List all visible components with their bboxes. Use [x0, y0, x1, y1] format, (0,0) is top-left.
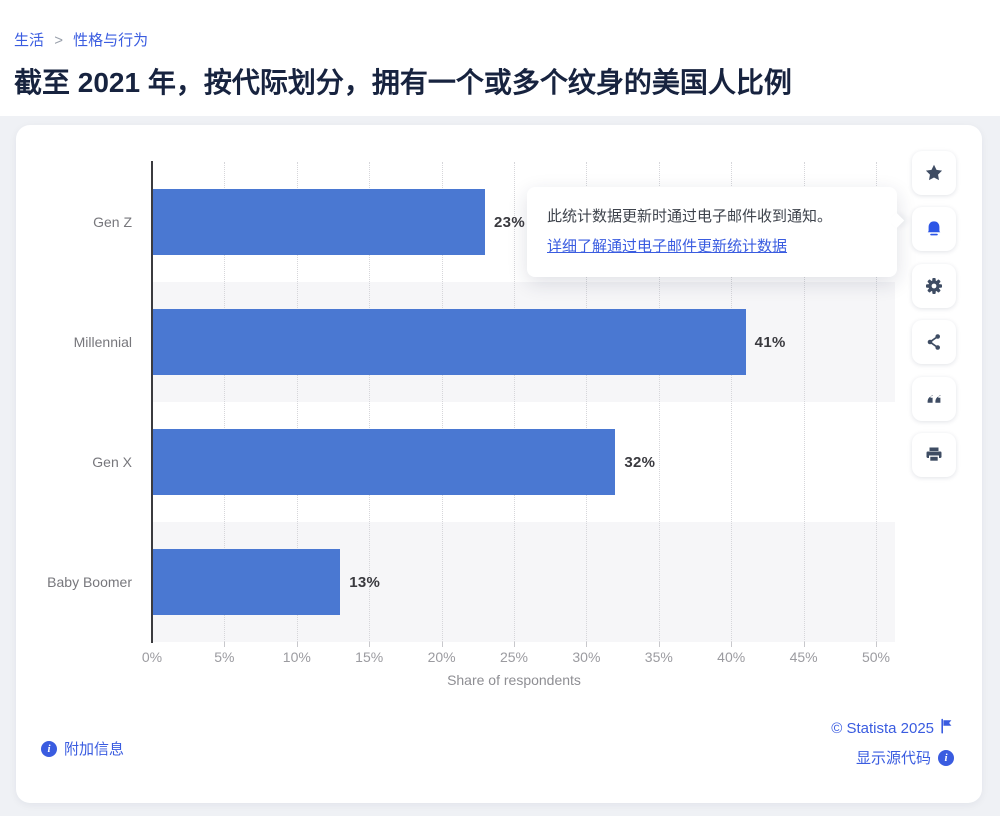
x-tick-label: 25%: [499, 649, 529, 665]
bar-millennial[interactable]: [152, 309, 746, 375]
show-source-label: 显示源代码: [855, 750, 931, 767]
x-tick-label: 20%: [427, 649, 456, 665]
quote-icon: [924, 389, 944, 409]
gridline: [876, 162, 877, 642]
copyright-label: © Statista 2025: [831, 719, 934, 737]
tooltip-arrow: [888, 212, 905, 229]
favorite-button[interactable]: [912, 151, 956, 195]
page-title: 截至 2021 年，按代际划分，拥有一个或多个纹身的美国人比例: [14, 67, 792, 98]
axis-tickmark: [658, 642, 660, 647]
x-tick-label: 5%: [214, 649, 235, 665]
x-tick-label: 0%: [141, 649, 163, 665]
gear-icon: [924, 276, 944, 296]
statistic-card: 23% 41% 32% 13% Gen Z Millennial Gen X Baby Bo…: [16, 125, 982, 803]
bar-gen-z[interactable]: [152, 189, 486, 255]
axis-tickmark: [441, 642, 443, 647]
y-axis-line: [151, 161, 153, 643]
category-label: Gen X: [92, 454, 132, 470]
gridline: [586, 162, 588, 642]
breadcrumb: 生活 > 性格与行为: [14, 32, 984, 50]
axis-tickmark: [514, 642, 515, 647]
share-icon: [924, 332, 944, 352]
statista-copyright-link[interactable]: © Statista 2025: [831, 718, 954, 738]
content-section: 23% 41% 32% 13% Gen Z Millennial Gen X Baby Bo…: [0, 116, 1000, 816]
axis-tickmark: [296, 642, 298, 647]
bar-value-label: 32%: [624, 453, 656, 471]
bar-value-label: 13%: [349, 573, 381, 591]
tooltip-text: 此统计数据更新时通过电子邮件收到通知。: [547, 208, 833, 225]
breadcrumb-link-life[interactable]: 生活: [14, 32, 45, 49]
x-tick-label: 50%: [861, 649, 891, 665]
category-axis: Gen Z Millennial Gen X Baby Boomer: [16, 162, 142, 642]
axis-tickmark: [876, 642, 877, 647]
show-source-link[interactable]: 显示源代码 i: [856, 747, 954, 768]
x-tick-label: 15%: [355, 649, 384, 665]
share-button[interactable]: [912, 320, 956, 364]
x-tick-label: 30%: [572, 649, 601, 665]
bar-gen-x[interactable]: [152, 429, 616, 495]
notification-bell-button[interactable]: [912, 207, 956, 251]
info-icon: i: [41, 740, 57, 757]
gridline: [224, 162, 226, 642]
flag-icon: [939, 718, 954, 738]
bell-icon: [924, 219, 944, 239]
print-button[interactable]: [912, 433, 956, 477]
axis-tickmark: [731, 642, 733, 647]
star-icon: [924, 163, 944, 183]
gridline: [514, 162, 515, 642]
gridline: [803, 162, 805, 642]
x-axis-ticks: 0% 5% 10% 15% 20% 25% 30% 35% 40% 45% 50%: [142, 649, 895, 667]
x-tick-label: 45%: [789, 649, 818, 665]
axis-tickmark: [224, 642, 226, 647]
settings-button[interactable]: [912, 264, 956, 308]
gridline: [441, 162, 443, 642]
tooltip-learn-more-link[interactable]: 详细了解通过电子邮件更新统计数据: [547, 238, 788, 255]
breadcrumb-link-personality[interactable]: 性格与行为: [73, 32, 149, 49]
bar-value-label: 41%: [754, 333, 786, 351]
category-label: Baby Boomer: [47, 574, 132, 590]
additional-info-label: 附加信息: [64, 741, 125, 758]
bar-baby-boomer[interactable]: [152, 549, 341, 615]
axis-tickmark: [586, 642, 588, 647]
gridline: [731, 162, 733, 642]
info-icon: i: [938, 749, 954, 766]
chart-plot-area: 23% 41% 32% 13%: [152, 162, 895, 647]
x-tick-label: 40%: [717, 649, 746, 665]
x-tick-label: 35%: [644, 649, 673, 665]
cite-button[interactable]: [912, 377, 956, 421]
printer-icon: [924, 445, 944, 465]
category-label: Millennial: [73, 334, 132, 350]
gridline: [296, 162, 298, 642]
notification-tooltip: 此统计数据更新时通过电子邮件收到通知。 详细了解通过电子邮件更新统计数据: [527, 187, 905, 277]
page-header: 生活 > 性格与行为 截至 2021 年，按代际划分，拥有一个或多个纹身的美国人…: [0, 0, 1000, 102]
axis-tickmark: [369, 642, 371, 647]
gridline: [658, 162, 660, 642]
breadcrumb-separator: >: [54, 32, 63, 49]
axis-tickmark: [803, 642, 805, 647]
x-axis-title: Share of respondents: [447, 672, 581, 688]
gridline: [369, 162, 371, 642]
bar-value-label: 23%: [494, 213, 525, 231]
x-tick-label: 10%: [282, 649, 311, 665]
additional-info-link[interactable]: i 附加信息: [41, 738, 124, 759]
category-label: Gen Z: [93, 214, 132, 230]
